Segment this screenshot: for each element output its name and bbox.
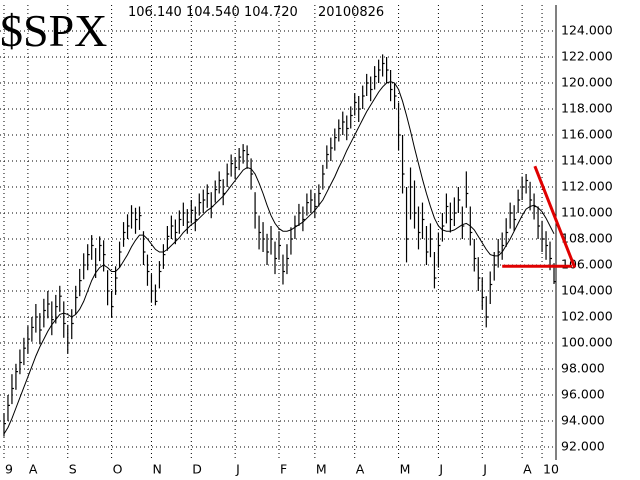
y-tick-label: 122.000 bbox=[561, 49, 613, 64]
y-tick-label: 100.000 bbox=[561, 335, 613, 350]
x-tick-label: 9 bbox=[5, 462, 13, 477]
y-tick-label: 114.000 bbox=[561, 153, 613, 168]
y-tick-label: 108.000 bbox=[561, 231, 613, 246]
x-tick-label: O bbox=[113, 462, 123, 477]
x-tick-label: A bbox=[29, 462, 38, 477]
grid bbox=[0, 5, 556, 460]
x-tick-label: 10 bbox=[543, 462, 559, 477]
y-tick-label: 96.000 bbox=[561, 387, 605, 402]
header-date: 20100826 bbox=[318, 5, 384, 20]
x-tick-label: M bbox=[316, 462, 327, 477]
x-tick-label: M bbox=[400, 462, 411, 477]
x-tick-label: A bbox=[356, 462, 365, 477]
y-tick-label: 118.000 bbox=[561, 101, 613, 116]
y-tick-label: 110.000 bbox=[561, 205, 613, 220]
y-tick-label: 124.000 bbox=[561, 23, 613, 38]
x-tick-label: A bbox=[523, 462, 532, 477]
chart-title: $SPX bbox=[0, 5, 107, 56]
x-tick-label: S bbox=[69, 462, 77, 477]
x-tick-label: N bbox=[152, 462, 161, 477]
x-tick-label: J bbox=[438, 462, 443, 477]
y-tick-label: 112.000 bbox=[561, 179, 613, 194]
y-tick-label: 104.000 bbox=[561, 283, 613, 298]
y-tick-label: 102.000 bbox=[561, 309, 613, 324]
trendline bbox=[533, 165, 577, 269]
y-tick-label: 98.000 bbox=[561, 361, 605, 376]
y-tick-label: 120.000 bbox=[561, 75, 613, 90]
x-tick-label: D bbox=[192, 462, 202, 477]
x-tick-label: J bbox=[482, 462, 487, 477]
moving-average bbox=[3, 81, 555, 435]
y-tick-label: 92.000 bbox=[561, 439, 605, 454]
header-high: 106.140 bbox=[128, 5, 182, 20]
y-tick-label: 94.000 bbox=[561, 413, 605, 428]
header-low: 104.540 bbox=[186, 5, 240, 20]
y-tick-label: 106.000 bbox=[561, 257, 613, 272]
x-tick-label: J bbox=[235, 462, 240, 477]
price-bars bbox=[3, 54, 557, 437]
y-tick-label: 116.000 bbox=[561, 127, 613, 142]
x-tick-label: F bbox=[280, 462, 287, 477]
header-close: 104.720 bbox=[244, 5, 298, 20]
